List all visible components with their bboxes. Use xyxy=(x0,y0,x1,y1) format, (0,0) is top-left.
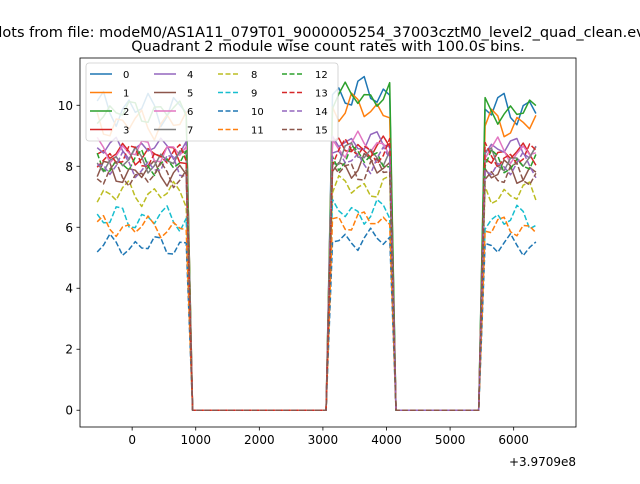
x-tick-label: 5000 xyxy=(435,433,466,447)
x-tick-label: 1000 xyxy=(180,433,211,447)
legend-label-1: 1 xyxy=(123,89,129,100)
y-tick-label: 0 xyxy=(65,404,73,418)
y-tick-label: 2 xyxy=(65,343,73,357)
legend-label-0: 0 xyxy=(123,70,129,81)
series-line-3 xyxy=(97,136,536,410)
y-tick-label: 4 xyxy=(65,282,73,296)
legend-label-5: 5 xyxy=(187,89,193,100)
chart-title: Quadrant 2 module wise count rates with … xyxy=(131,39,525,55)
series-line-4 xyxy=(97,132,536,410)
legend-label-14: 14 xyxy=(315,107,328,118)
legend-label-8: 8 xyxy=(251,70,257,81)
legend-label-6: 6 xyxy=(187,107,193,118)
x-tick-label: 2000 xyxy=(244,433,275,447)
legend-label-7: 7 xyxy=(187,126,193,137)
legend-label-10: 10 xyxy=(251,107,264,118)
series-line-14 xyxy=(97,147,536,410)
legend-label-2: 2 xyxy=(123,107,129,118)
series-line-12 xyxy=(97,146,536,411)
x-axis-offset-label: +3.9709e8 xyxy=(509,455,576,469)
y-tick-label: 6 xyxy=(65,221,73,235)
x-tick-label: 6000 xyxy=(498,433,529,447)
y-tick-label: 10 xyxy=(58,99,73,113)
series-line-15 xyxy=(97,159,536,411)
y-tick-label: 8 xyxy=(65,160,73,174)
x-tick-label: 3000 xyxy=(308,433,339,447)
x-tick-label: 0 xyxy=(128,433,136,447)
legend-label-9: 9 xyxy=(251,89,257,100)
legend-label-11: 11 xyxy=(251,126,264,137)
series-line-7 xyxy=(97,143,536,410)
legend-label-13: 13 xyxy=(315,89,328,100)
series-line-6 xyxy=(97,131,536,410)
x-tick-label: 4000 xyxy=(371,433,402,447)
series-line-9 xyxy=(97,200,536,411)
series-line-10 xyxy=(97,228,536,410)
series-line-5 xyxy=(97,154,536,411)
legend-label-3: 3 xyxy=(123,126,129,137)
legend-label-12: 12 xyxy=(315,70,328,81)
legend-label-15: 15 xyxy=(315,126,328,137)
legend-label-4: 4 xyxy=(187,70,193,81)
